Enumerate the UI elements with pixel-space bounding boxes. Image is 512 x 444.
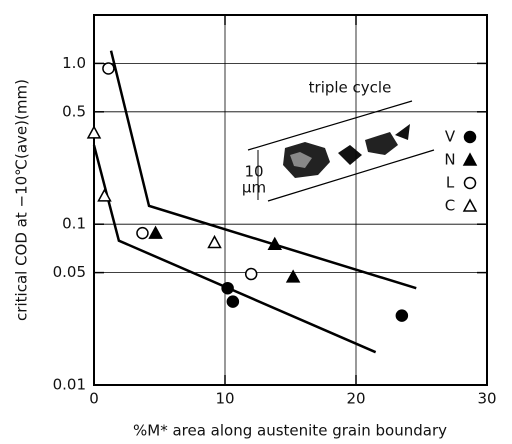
x-tick-label: 20	[346, 390, 365, 408]
inset: triple cycle 10 μm	[242, 79, 434, 202]
y-tick-label: 0.05	[53, 263, 86, 281]
data-point	[103, 63, 114, 74]
legend-label: N	[444, 151, 455, 169]
y-tick-label: 0.01	[53, 376, 86, 394]
x-tick-label: 10	[215, 390, 234, 408]
legend-marker	[464, 200, 476, 211]
x-axis-title: %M* area along austenite grain boundary	[133, 422, 447, 440]
plot-frame	[94, 15, 487, 385]
legend-label: L	[446, 174, 455, 192]
y-tick-label: 0.1	[62, 215, 86, 233]
data-point	[137, 228, 148, 239]
data-point	[150, 227, 162, 238]
x-tick-label: 0	[89, 390, 99, 408]
legend-marker	[465, 132, 476, 143]
scale-unit: μm	[242, 179, 266, 197]
data-point	[88, 127, 100, 138]
legend-label: C	[445, 197, 455, 215]
legend-label: V	[445, 128, 456, 146]
chart: critical COD at −10℃(ave)(mm) %M* area a…	[0, 0, 512, 444]
grain	[395, 124, 410, 140]
data-point	[246, 269, 257, 280]
data-point	[209, 236, 221, 247]
y-axis-title: critical COD at −10℃(ave)(mm)	[13, 79, 31, 321]
y-tick-label: 1.0	[62, 54, 86, 72]
data-point	[98, 190, 110, 201]
envelope-line	[94, 145, 376, 352]
data-point	[227, 296, 238, 307]
grain	[338, 145, 362, 165]
legend-marker	[465, 178, 476, 189]
grain	[365, 132, 398, 155]
data-point	[396, 310, 407, 321]
x-tick-label: 30	[477, 390, 496, 408]
y-tick-label: 0.5	[62, 102, 86, 120]
inset-title: triple cycle	[309, 79, 392, 97]
data-point	[222, 283, 233, 294]
legend-marker	[464, 154, 476, 165]
